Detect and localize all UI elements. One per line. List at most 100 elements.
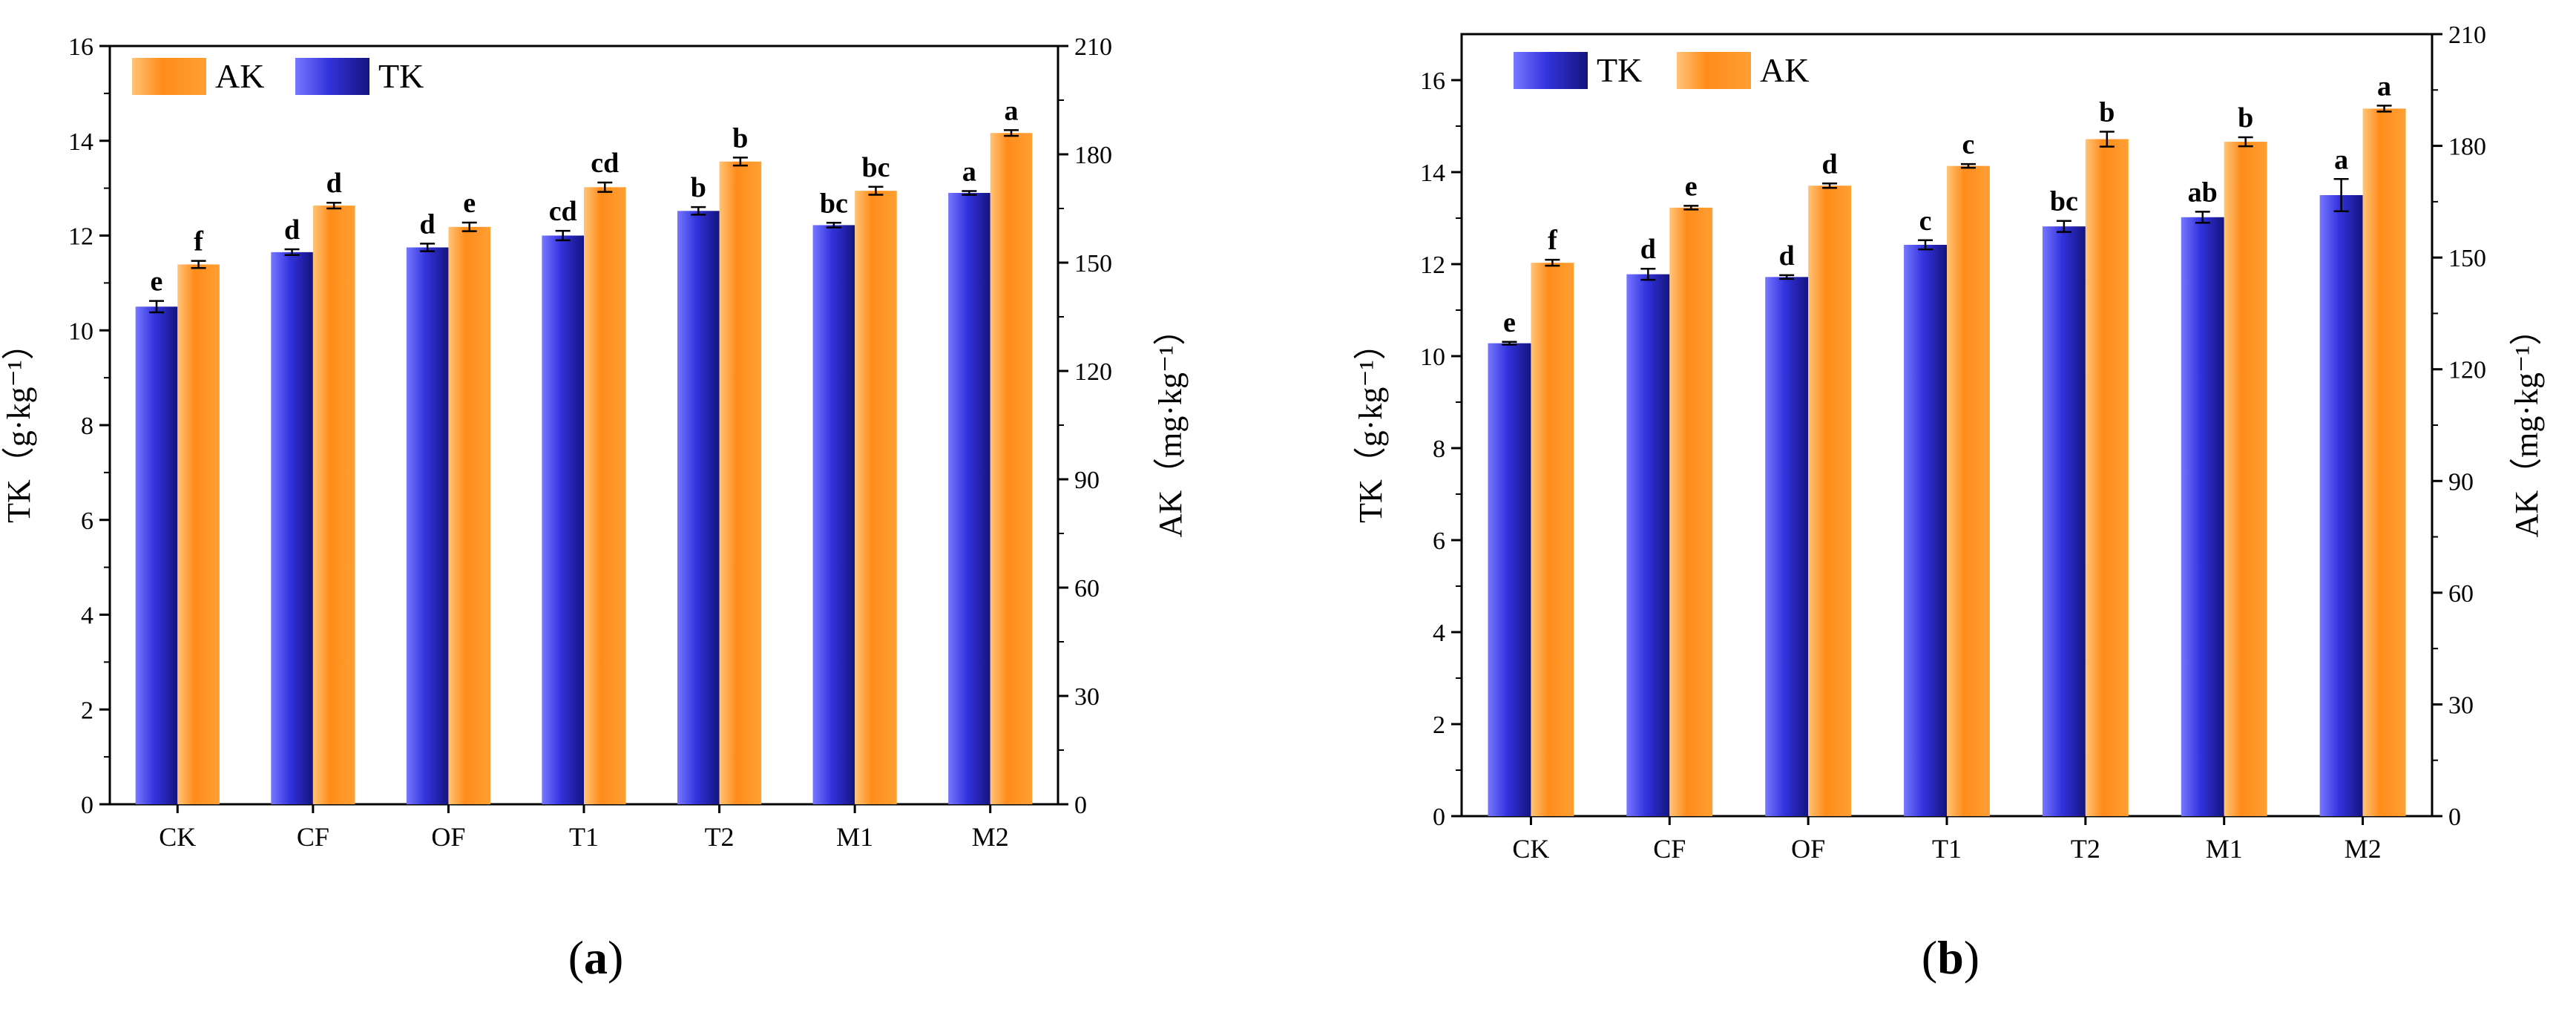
- x-tick-label: CK: [159, 822, 196, 852]
- y2-tick-label: 180: [1074, 142, 1112, 169]
- sig-label-ak: a: [2377, 70, 2391, 102]
- y-tick-label: 14: [1420, 160, 1445, 187]
- bar-ak: [1808, 185, 1852, 816]
- sig-label-ak: d: [1822, 148, 1838, 180]
- bar-ak: [2085, 139, 2129, 817]
- legend-label-ak: AK: [1760, 51, 1809, 89]
- y2-tick-label: 60: [2448, 580, 2474, 608]
- x-tick-label: OF: [1791, 834, 1825, 864]
- bar-tk: [406, 247, 449, 804]
- sig-label-tk: d: [1640, 234, 1656, 265]
- y-tick-label: 0: [1433, 804, 1445, 831]
- bar-ak: [1669, 207, 1713, 817]
- y-tick-label: 12: [1420, 252, 1445, 279]
- y2-tick-label: 90: [1074, 467, 1100, 494]
- y2-tick-label: 210: [1074, 33, 1112, 61]
- sig-label-ak: b: [2238, 102, 2253, 134]
- y2-tick-label: 210: [2448, 22, 2486, 49]
- y-tick-label: 6: [1433, 528, 1445, 555]
- y-tick-label: 2: [1433, 712, 1445, 739]
- x-tick-label: CK: [1512, 834, 1549, 864]
- bar-tk: [2181, 217, 2224, 816]
- legend-swatch-tk: [1514, 52, 1588, 89]
- x-tick-label: M1: [836, 822, 873, 852]
- bar-ak: [990, 133, 1033, 804]
- legend-swatch-ak: [1677, 52, 1751, 89]
- y2-tick-label: 120: [1074, 358, 1112, 386]
- legend-label-ak: AK: [215, 57, 264, 95]
- x-tick-label: CF: [1653, 834, 1686, 864]
- y2-tick-label: 0: [2448, 804, 2461, 831]
- bar-ak: [177, 264, 220, 804]
- sig-label-tk: cd: [549, 196, 577, 227]
- sig-label-ak: cd: [591, 148, 619, 179]
- bar-ak: [1947, 165, 1990, 816]
- y2-tick-label: 60: [1074, 575, 1100, 602]
- bar-tk: [677, 211, 720, 804]
- y2-tick-label: 150: [2448, 245, 2486, 272]
- bar-tk: [1488, 343, 1531, 816]
- sig-label-ak: f: [194, 226, 204, 257]
- bar-ak: [584, 187, 626, 804]
- sig-label-tk: bc: [2050, 186, 2078, 217]
- bar-ak: [2224, 142, 2267, 816]
- x-tick-label: CF: [297, 822, 329, 852]
- sig-label-tk: b: [691, 172, 706, 203]
- y-tick-label: 4: [81, 602, 93, 630]
- y2-tick-label: 30: [1074, 683, 1100, 711]
- bar-tk: [1765, 277, 1809, 816]
- sig-label-tk: bc: [820, 188, 848, 219]
- y2-tick-label: 180: [2448, 134, 2486, 161]
- y-axis-title: TK（g·kg⁻¹）: [1353, 327, 1389, 523]
- bar-tk: [1904, 244, 1947, 817]
- sig-label-ak: c: [1962, 129, 1975, 160]
- sig-label-tk: c: [1919, 206, 1932, 237]
- y2-tick-label: 150: [1074, 250, 1112, 277]
- bar-tk: [135, 306, 178, 804]
- y-tick-label: 6: [81, 507, 93, 535]
- sig-label-tk: d: [284, 214, 300, 246]
- x-tick-label: T2: [705, 822, 735, 852]
- y-tick-label: 8: [81, 413, 93, 440]
- sig-label-ak: e: [463, 188, 476, 219]
- panel-label-a: (a): [568, 931, 624, 984]
- x-tick-label: T1: [1932, 834, 1962, 864]
- bar-ak: [719, 161, 762, 804]
- sig-label-tk: ab: [2188, 177, 2218, 208]
- sig-label-ak: d: [326, 168, 342, 199]
- y2-axis-title: AK（mg·kg⁻¹）: [2508, 313, 2545, 538]
- y-tick-label: 0: [81, 792, 93, 819]
- sig-label-tk: a: [2334, 144, 2348, 175]
- panel-label-b: (b): [1922, 931, 1979, 984]
- sig-label-ak: f: [1548, 225, 1558, 256]
- y-tick-label: 16: [1420, 68, 1445, 95]
- y-tick-label: 12: [68, 223, 93, 251]
- sig-label-tk: e: [1503, 307, 1516, 338]
- legend-label-tk: TK: [1597, 51, 1642, 89]
- y-tick-label: 4: [1433, 620, 1445, 647]
- x-tick-label: T2: [2071, 834, 2100, 864]
- legend-label-tk: TK: [378, 57, 424, 95]
- bar-ak: [448, 226, 491, 804]
- sig-label-ak: a: [1005, 95, 1019, 126]
- bar-tk: [2319, 195, 2363, 816]
- x-tick-label: M1: [2206, 834, 2243, 864]
- bar-tk: [542, 235, 584, 804]
- sig-label-tk: a: [962, 156, 976, 187]
- y2-tick-label: 30: [2448, 691, 2474, 719]
- y2-tick-label: 120: [2448, 357, 2486, 384]
- y-tick-label: 14: [68, 128, 93, 156]
- legend-swatch-tk: [295, 58, 369, 95]
- y-tick-label: 10: [68, 318, 93, 345]
- bar-tk: [271, 252, 313, 804]
- sig-label-tk: e: [151, 266, 163, 298]
- chart-panel-b: 0 2 4 6 8 10 12 14 16 0 30 60 90 120 150 180 210 TK（g·kg⁻…: [1353, 22, 2545, 864]
- bar-ak: [312, 206, 355, 804]
- bar-ak: [2362, 108, 2406, 816]
- x-tick-label: OF: [431, 822, 465, 852]
- bar-tk: [2042, 226, 2086, 816]
- sig-label-ak: b: [732, 122, 748, 154]
- bar-tk: [948, 193, 990, 804]
- y2-tick-label: 90: [2448, 468, 2474, 496]
